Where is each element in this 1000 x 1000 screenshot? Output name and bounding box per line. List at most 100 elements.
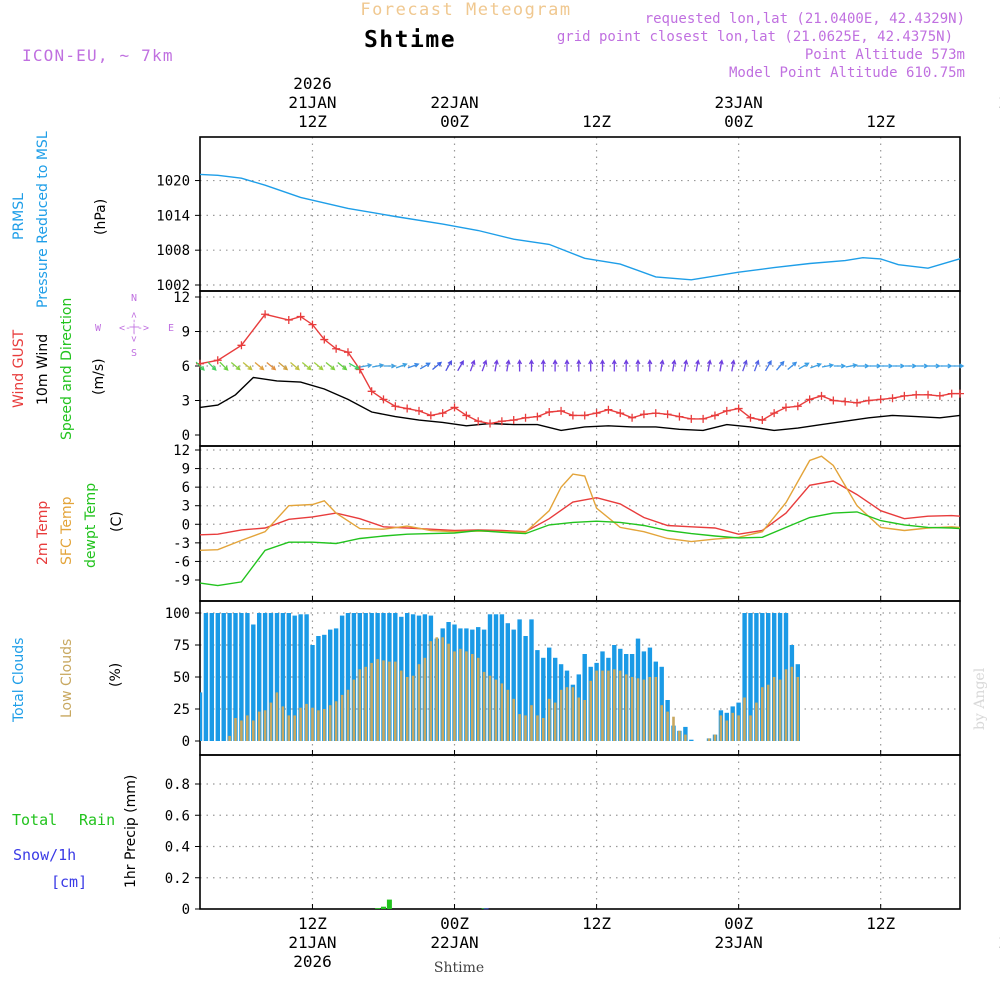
gust-marker — [604, 405, 613, 414]
total-cloud-bar — [582, 654, 587, 741]
total-cloud-bar — [221, 613, 226, 741]
low-cloud-bar — [784, 669, 788, 741]
low-cloud-bar — [772, 677, 776, 741]
compass-north: N — [131, 293, 137, 304]
low-cloud-bar — [328, 705, 332, 741]
gust-marker — [474, 417, 483, 426]
low-cloud-bar — [488, 675, 492, 741]
y-tick-label: 1008 — [156, 243, 190, 259]
gust-marker — [557, 406, 566, 415]
gust-marker — [237, 341, 246, 350]
wind-arrow — [457, 360, 464, 372]
gust-marker — [391, 402, 400, 411]
gust-marker — [710, 411, 719, 420]
clouds-panel: 0 25 50 75 100 — [165, 600, 961, 756]
total-label: Total — [12, 811, 57, 829]
y-tick-label: 1014 — [156, 208, 190, 224]
wind-arrow — [647, 359, 653, 372]
wind-arrow — [219, 361, 229, 371]
gust-marker — [497, 417, 506, 426]
wind-arrow — [753, 359, 760, 372]
total-cloud-bar — [304, 614, 309, 741]
gust-marker — [213, 356, 222, 365]
model-altitude: Model Point Altitude 610.75m — [729, 65, 965, 81]
low-cloud-bar — [317, 710, 320, 741]
wind-arrow — [821, 363, 835, 369]
low-cloud-bar — [547, 698, 551, 741]
y-tick-label: 25 — [173, 702, 190, 718]
y-tick-label: 12 — [173, 290, 190, 306]
gust-marker — [888, 394, 897, 403]
wind-arrow — [611, 359, 617, 372]
low-cloud-bar — [429, 641, 433, 741]
total-cloud-bar — [547, 647, 552, 741]
header-title: Forecast Meteogram — [360, 0, 571, 20]
low-cloud-bar — [394, 661, 397, 741]
gust-marker — [592, 409, 601, 418]
wind-arrow — [528, 359, 534, 372]
low-cloud-bar — [737, 715, 740, 741]
low-cloud-bar — [571, 687, 575, 741]
wind10-line — [199, 376, 961, 432]
time-label: 23JAN — [715, 93, 763, 112]
gust-marker — [639, 410, 648, 419]
wind-arrow — [576, 359, 582, 372]
gust-marker — [308, 320, 317, 329]
gust-marker — [675, 412, 684, 421]
low-cloud-bar — [263, 710, 267, 741]
wind-arrow — [683, 359, 689, 372]
low-cloud-bar — [388, 661, 391, 741]
pressure-panel: 1002 1008 1014 1020 — [156, 136, 961, 294]
wind-arrow — [254, 362, 265, 371]
total-cloud-bar — [292, 615, 297, 741]
pressure-labels: PRMSL Pressure Reduced to MSL (hPa) — [11, 131, 109, 308]
pressure-line — [200, 173, 960, 281]
wind-arrow — [493, 359, 499, 372]
compass-west: W — [95, 323, 102, 334]
wind-arrow — [290, 362, 300, 371]
time-label: 22JAN — [430, 93, 478, 112]
total-cloud-bar — [777, 613, 783, 741]
wind-arrow — [505, 359, 511, 372]
temp2m-label: 2m Temp — [35, 501, 51, 565]
time-label: 00Z — [724, 112, 753, 131]
gust-marker — [864, 396, 873, 405]
low-cloud-bar — [766, 684, 770, 741]
wind-arrow — [348, 362, 360, 370]
temp-unit: (C) — [109, 511, 125, 532]
low-clouds-label: Low Clouds — [59, 639, 75, 718]
total-cloud-bar — [541, 657, 546, 741]
panel-frame — [199, 754, 961, 910]
gust-label: Wind GUST — [11, 329, 27, 408]
low-cloud-bar — [482, 671, 486, 741]
total-cloud-bar — [274, 613, 280, 741]
total-cloud-bar — [268, 613, 274, 741]
y-tick-label: 12 — [173, 443, 190, 459]
wind-arrow — [659, 359, 665, 372]
total-cloud-bar — [345, 613, 351, 741]
low-cloud-bar — [240, 720, 243, 741]
precip-unit: 1hr Precip (mm) — [123, 775, 139, 888]
gust-marker — [486, 419, 495, 428]
gust-marker — [770, 409, 779, 418]
wind-arrow — [195, 361, 205, 371]
dewpt-label: dewpt Temp — [83, 483, 99, 568]
gust-marker — [379, 395, 388, 404]
pressure-label: Pressure Reduced to MSL — [35, 131, 51, 308]
footer-location: Shtime — [434, 960, 484, 976]
total-cloud-bar — [493, 614, 499, 741]
low-cloud-bar — [234, 718, 237, 741]
low-cloud-bar — [595, 670, 598, 741]
total-cloud-bar — [227, 613, 232, 741]
wind-arrow — [445, 360, 452, 372]
low-cloud-bar — [311, 707, 314, 741]
total-cloud-bar — [499, 614, 505, 741]
low-cloud-bar — [512, 698, 515, 741]
compass-east: E — [168, 323, 174, 334]
total-cloud-bar — [203, 613, 209, 741]
total-cloud-bar — [529, 619, 534, 741]
total-cloud-bar — [239, 613, 244, 741]
time-label: 2026 — [293, 74, 332, 93]
rain-label: Rain — [79, 811, 115, 829]
gust-marker — [722, 406, 731, 415]
